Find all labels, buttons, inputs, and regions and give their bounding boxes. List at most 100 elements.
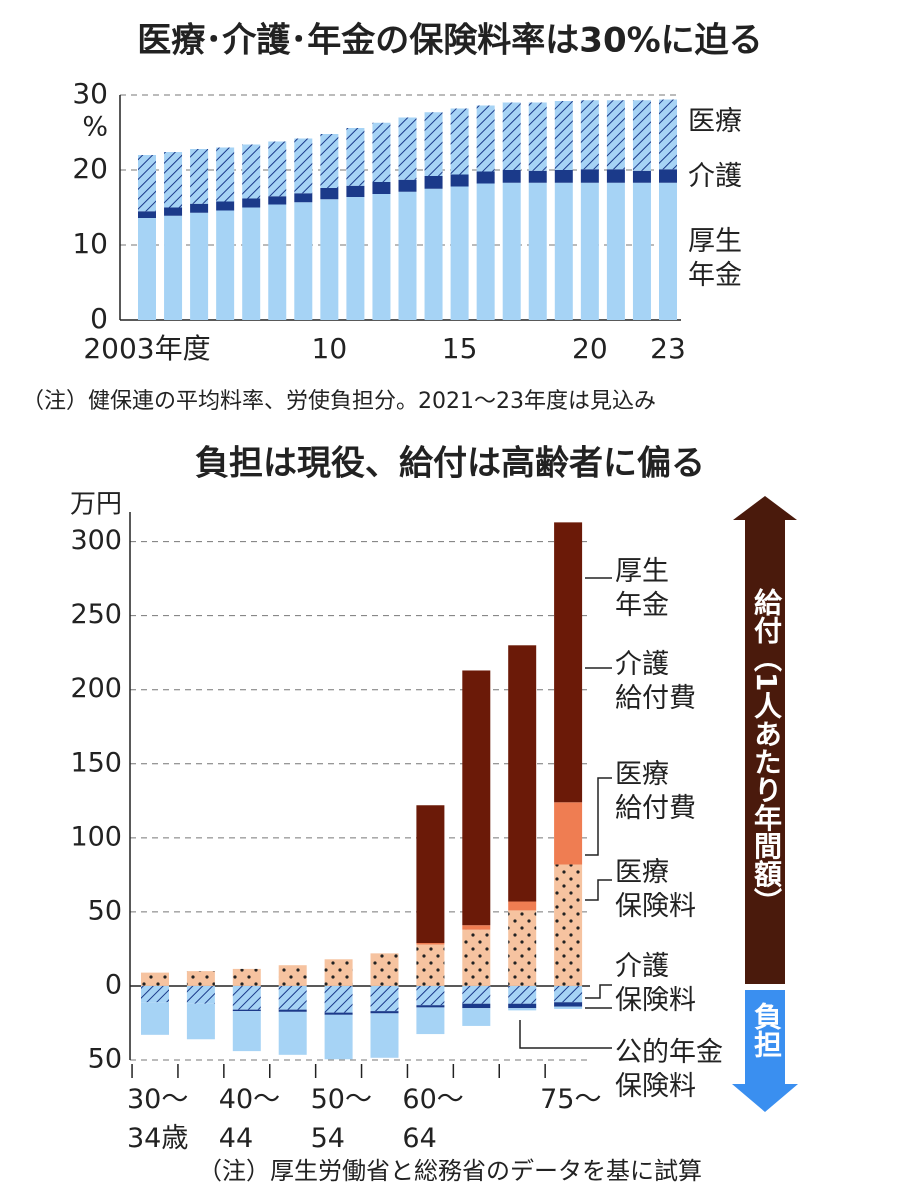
benefit-label: 給付（1人あたり年間額） [750, 588, 783, 916]
bar-segment [659, 182, 677, 320]
x-tick-label: 15 [442, 332, 478, 365]
bar-segment [164, 152, 183, 208]
benefit-arrow [733, 496, 797, 984]
bar-segment [416, 944, 445, 986]
bar-segment [462, 929, 491, 986]
bar-segment [372, 194, 391, 320]
x-tick-label: 30～ 34歳 [127, 1084, 189, 1155]
series-label: 厚生 年金 [615, 556, 669, 621]
series-label: 医療 給付費 [615, 759, 696, 824]
bar-segment [186, 985, 215, 1004]
bar-segment [346, 197, 365, 320]
bar-segment [424, 176, 443, 189]
series-label: 介護 給付費 [615, 649, 696, 714]
bar-segment [462, 985, 491, 1004]
y-tick-label: 50 [88, 895, 122, 926]
bar-segment [450, 174, 469, 187]
bar-segment [450, 108, 469, 175]
bar-segment [632, 182, 651, 320]
x-tick-label: 60～ 64 [402, 1084, 464, 1155]
bar-segment [416, 805, 445, 943]
bar-segment [324, 1014, 353, 1060]
bar-segment [450, 186, 469, 320]
bar-segment [370, 953, 399, 986]
bar-segment [190, 203, 209, 213]
bar-segment [294, 138, 313, 194]
bar-segment [424, 112, 443, 176]
bar-segment [462, 670, 491, 926]
bar-segment [320, 188, 339, 200]
bar-segment [268, 204, 287, 320]
y-tick-label: 300 [70, 525, 122, 556]
bar-segment [216, 210, 235, 320]
bar-segment [554, 1002, 583, 1007]
series-label: 医療 保険料 [615, 857, 696, 922]
bar-segment [372, 122, 391, 182]
bar-segment [398, 117, 417, 180]
bar-segment [242, 207, 261, 320]
x-tick-label: 2003年度 [83, 332, 210, 365]
bar-segment [370, 1013, 399, 1058]
y-tick-label: 20 [72, 152, 108, 185]
bar-segment [370, 985, 399, 1012]
bar-segment [528, 182, 547, 320]
chart-title: 医療･介護･年金の保険料率は30%に迫る [137, 21, 762, 61]
bar-segment [372, 182, 391, 194]
bar-segment [242, 144, 261, 199]
bar-segment [508, 910, 537, 986]
y-tick-label: 200 [70, 673, 122, 704]
note: （注）厚生労働省と総務省のデータを基に試算 [198, 1157, 702, 1185]
bar-segment [508, 645, 537, 902]
bar-segment [190, 149, 209, 204]
bar-segment [416, 1005, 445, 1008]
y-tick-label: 10 [72, 227, 108, 260]
bar-segment [580, 100, 599, 170]
bar-segment [502, 182, 521, 320]
bar-segment [508, 985, 537, 1004]
x-tick-label: 10 [312, 332, 348, 365]
bar-segment [324, 985, 353, 1013]
bar-segment [138, 155, 156, 212]
bar-segment [138, 211, 156, 218]
bar-segment [554, 864, 583, 986]
bar-segment [659, 169, 677, 183]
bar-segment [141, 985, 169, 1003]
note: （注）健保連の平均料率、労使負担分。2021～23年度は見込み [22, 389, 656, 414]
bar-segment [398, 179, 417, 192]
bar-segment [508, 1003, 537, 1009]
bar-segment [324, 1012, 353, 1015]
bar-segment [138, 218, 156, 320]
bar-segment [268, 141, 287, 197]
bar-segment [462, 1008, 491, 1026]
bar-segment [508, 1008, 537, 1011]
bar-segment [232, 1009, 261, 1012]
bar-segment [278, 965, 307, 986]
y-tick-label: 30 [72, 77, 108, 110]
y-axis-label: % [82, 112, 108, 143]
bar-segment [416, 942, 445, 945]
bar-segment [324, 959, 353, 986]
bar-segment [186, 1003, 215, 1040]
leader-lines [519, 577, 612, 1049]
x-tick-label: 50～ 54 [310, 1084, 372, 1155]
bar-segment [462, 1003, 491, 1009]
bar-segment [476, 183, 495, 320]
bar-segment [216, 201, 235, 211]
bar-segment [424, 188, 443, 320]
bar-segment [186, 971, 215, 986]
bar-segment [554, 170, 573, 183]
bar-segment [554, 522, 583, 803]
bar-segment [554, 985, 583, 1003]
bar-segment [320, 199, 339, 320]
series-label: 介護 [688, 161, 742, 192]
y-tick-label: 100 [70, 821, 122, 852]
bar-segment [416, 1007, 445, 1035]
bar-segment [580, 182, 599, 320]
bar-segment [508, 901, 537, 911]
bar-segment [346, 128, 365, 186]
bar-segment [141, 1002, 169, 1035]
y-tick-label: 0 [90, 302, 108, 335]
series-label: 公的年金 保険料 [615, 1037, 723, 1102]
bar-segment [476, 105, 495, 172]
bar-segment [278, 1011, 307, 1055]
